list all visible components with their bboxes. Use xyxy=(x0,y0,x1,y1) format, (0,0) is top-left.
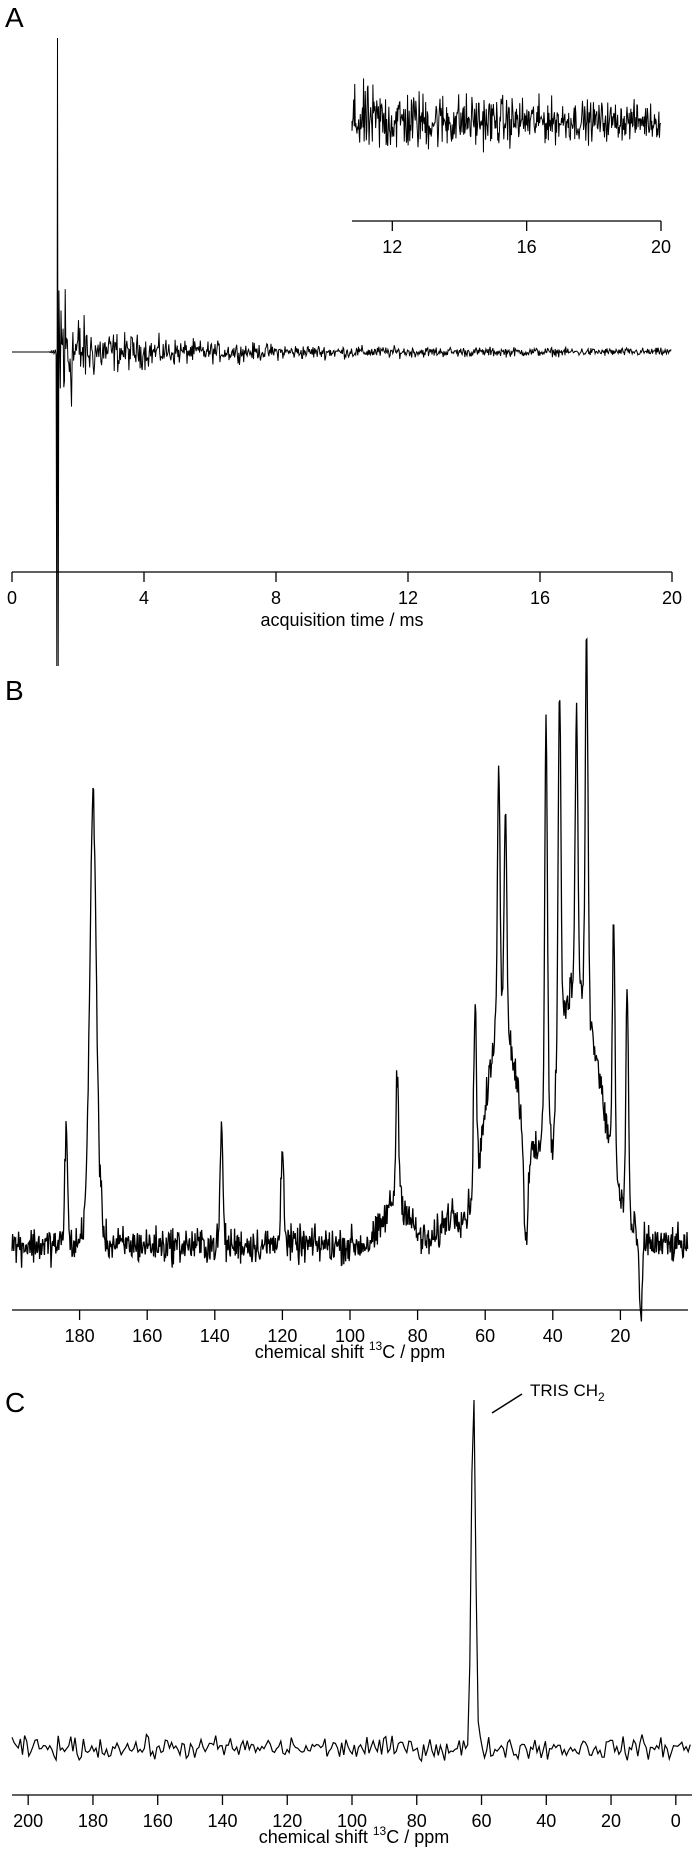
panel-letter-c: C xyxy=(5,1387,25,1418)
tick-label: 16 xyxy=(530,588,550,608)
tick-label: 0 xyxy=(7,588,17,608)
tick-label: 12 xyxy=(382,237,402,257)
tick-label: 0 xyxy=(671,1811,681,1831)
inset-x-ticks: 12 16 20 xyxy=(382,221,671,257)
panel-b: B 180 160 140 120 100 80 60 40 20 chemical shift… xyxy=(5,637,689,1362)
panel-c: C 200 180 160 140 120 100 80 60 40 20 0 chemical s… xyxy=(5,1381,692,1847)
tick-label: 8 xyxy=(271,588,281,608)
panel-a: A 0 4 8 12 16 20 acquisition time / ms 12 16 20 xyxy=(5,2,682,667)
tick-label: 160 xyxy=(143,1811,173,1831)
spectrum-trace-c xyxy=(11,1400,691,1763)
tick-label: 20 xyxy=(601,1811,621,1831)
tick-label: 20 xyxy=(662,588,682,608)
panel-letter-b: B xyxy=(5,675,24,706)
annotation-tris-ch2: TRIS CH2 xyxy=(530,1381,605,1404)
tick-label: 40 xyxy=(536,1811,556,1831)
tick-label: 20 xyxy=(651,237,671,257)
tick-label: 20 xyxy=(610,1326,630,1346)
x-ticks-b: 180 160 140 120 100 80 60 40 20 xyxy=(65,1310,630,1346)
tick-label: 200 xyxy=(13,1811,43,1831)
tick-label: 140 xyxy=(200,1326,230,1346)
tick-label: 140 xyxy=(207,1811,237,1831)
x-ticks-c: 200 180 160 140 120 100 80 60 40 20 0 xyxy=(13,1795,681,1831)
tick-label: 16 xyxy=(517,237,537,257)
x-axis-title-a: acquisition time / ms xyxy=(260,610,423,630)
tick-label: 80 xyxy=(408,1326,428,1346)
tick-label: 4 xyxy=(139,588,149,608)
inset-trace xyxy=(351,78,662,153)
tick-label: 60 xyxy=(475,1326,495,1346)
inset: 12 16 20 xyxy=(351,78,671,257)
fid-trace xyxy=(12,37,672,667)
annotation-leader xyxy=(491,1393,523,1414)
tick-label: 100 xyxy=(335,1326,365,1346)
tick-label: 40 xyxy=(543,1326,563,1346)
tick-label: 80 xyxy=(407,1811,427,1831)
x-axis-title-c: chemical shift 13C / ppm xyxy=(259,1824,449,1847)
x-axis-title-b: chemical shift 13C / ppm xyxy=(255,1339,445,1362)
tick-label: 60 xyxy=(472,1811,492,1831)
x-ticks-a: 0 4 8 12 16 20 xyxy=(7,572,682,608)
tick-label: 180 xyxy=(78,1811,108,1831)
tick-label: 12 xyxy=(398,588,418,608)
tick-label: 180 xyxy=(65,1326,95,1346)
spectrum-trace-b xyxy=(11,637,689,1322)
tick-label: 160 xyxy=(132,1326,162,1346)
tick-label: 100 xyxy=(337,1811,367,1831)
tick-label: 120 xyxy=(267,1326,297,1346)
tick-label: 120 xyxy=(272,1811,302,1831)
panel-letter-a: A xyxy=(5,2,24,33)
